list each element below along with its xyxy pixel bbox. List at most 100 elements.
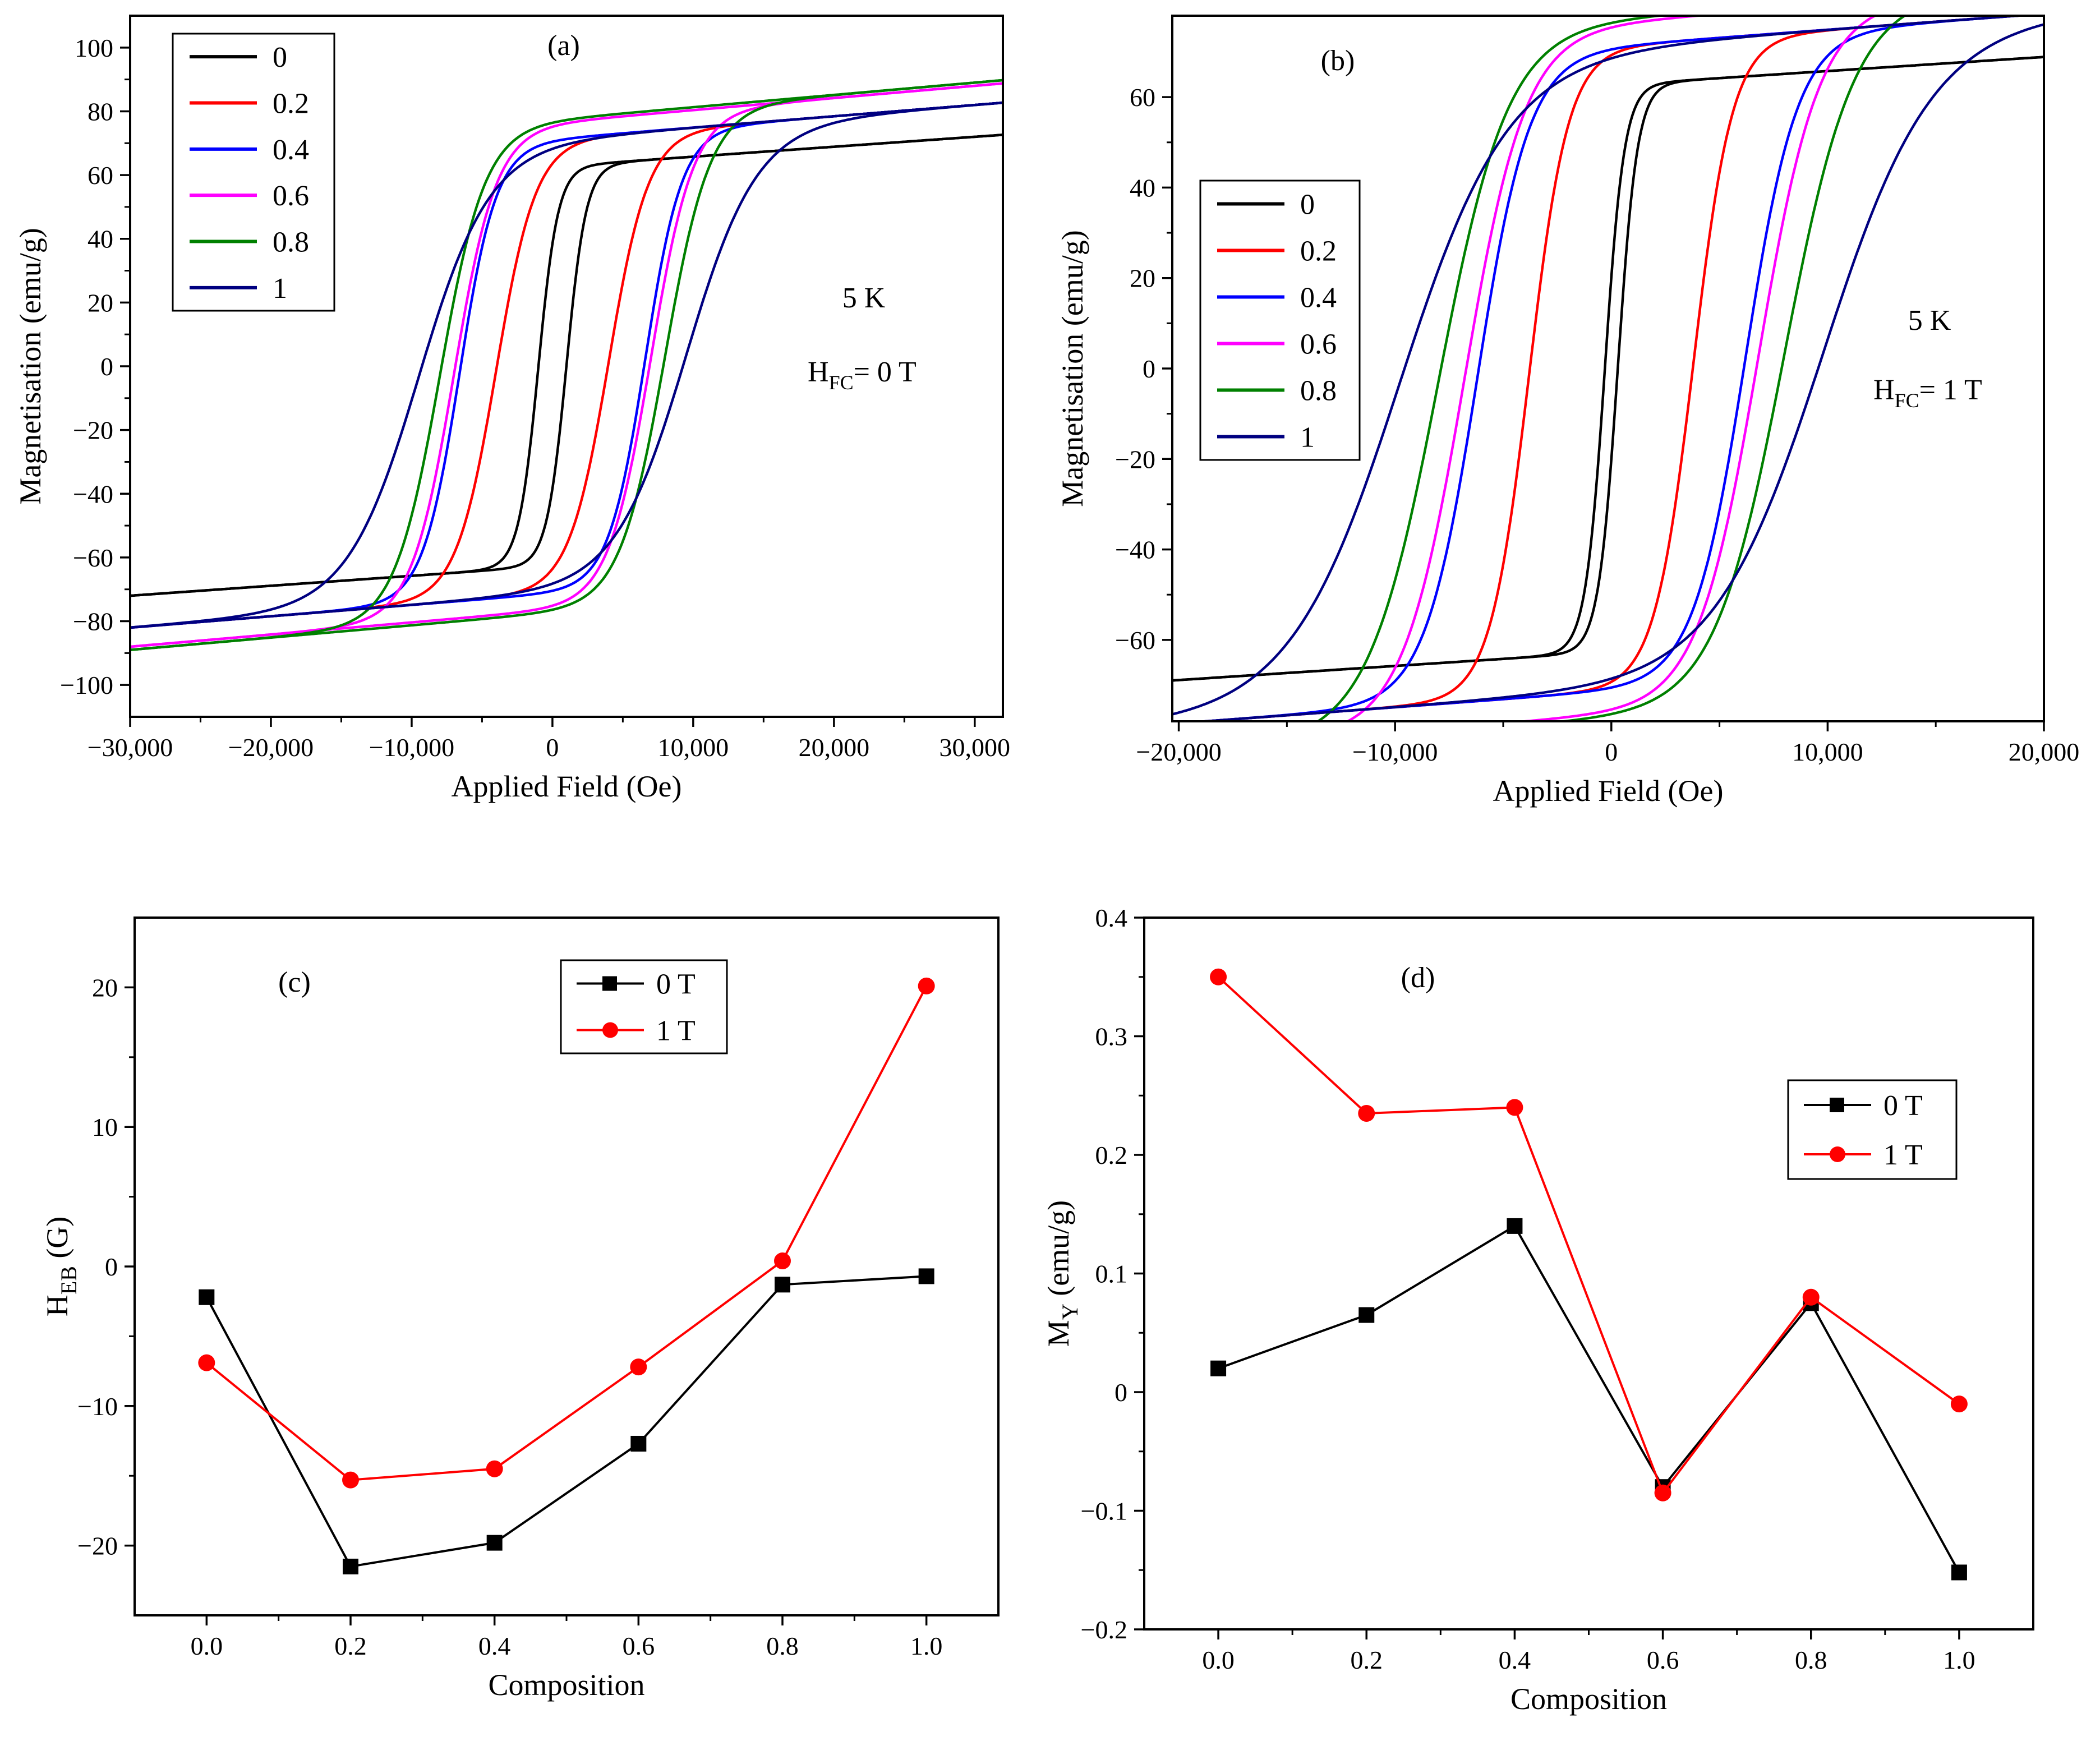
loop-ascending-b-0.6	[1511, 16, 1878, 721]
y-tick-label-d: −0.2	[1081, 1615, 1127, 1644]
legend-b: 0 0.2 0.4 0.6 0.8 1	[1199, 179, 1361, 461]
y-axis-label-d: MY (emu/g)	[1042, 1200, 1083, 1347]
x-tick-label-b: −20,000	[1136, 738, 1221, 766]
y-tick-label-a: −60	[73, 544, 113, 572]
legend-label-0.4: 0.4	[1300, 282, 1337, 314]
legend-label-0: 0	[273, 42, 287, 73]
data-point-square	[199, 1289, 215, 1305]
x-tick-label-b: −10,000	[1352, 738, 1438, 766]
series-line-c-1 T	[206, 985, 928, 1481]
data-point-square	[1507, 1218, 1523, 1234]
legend-box-c	[560, 959, 728, 1054]
y-axis-label-unit: (G)	[40, 1217, 74, 1266]
fc-sub: FC	[829, 371, 854, 394]
x-tick-label-d: 0.4	[1499, 1646, 1531, 1674]
y-tick-label-a: −20	[73, 416, 113, 445]
y-tick-label-c: −20	[77, 1532, 118, 1560]
legend-marker-square	[1830, 1098, 1844, 1112]
panel-label-a: (a)	[547, 30, 580, 62]
loop-ascending-a-1	[130, 101, 1003, 629]
field-cooling-annotation-b: HFC= 1 T	[1873, 374, 1982, 412]
y-axis-label-b: Magnetisation (emu/g)	[1056, 230, 1089, 506]
legend-label-0.6: 0.6	[1300, 329, 1337, 361]
y-tick-label-b: −40	[1115, 536, 1155, 564]
loop-descending-b-1	[1172, 16, 2034, 716]
loop-ascending-b-0.8	[1553, 16, 1907, 721]
y-tick-label-a: 60	[88, 161, 113, 190]
data-point-circle	[1358, 1104, 1375, 1122]
x-tick-label-a: 10,000	[658, 733, 729, 762]
temperature-annotation-b: 5 K	[1908, 305, 1951, 337]
legend-c: 0 T1 T	[560, 959, 728, 1054]
legend-d: 0 T 1 T	[1787, 1079, 1958, 1180]
loop-descending-a-0	[130, 133, 1003, 597]
fc-sub: FC	[1895, 389, 1919, 412]
panel-d: 0.0 0.2 0.4 0.6 0.8 1.0 −0.2 −0.1 0 0.1 0.2 0.3 0.4 C…	[1042, 904, 2034, 1716]
panel-c: 0.0 0.2 0.4 0.6 0.8 1.0 −20 −10 0 10 20 Composition…	[40, 916, 1000, 1702]
x-tick-label-c: 1.0	[910, 1632, 943, 1660]
y-tick-label-d: 0.4	[1095, 904, 1128, 932]
curves-a	[130, 79, 1003, 651]
y-tick-label-b: −20	[1115, 445, 1155, 473]
panel-label-c: (c)	[278, 966, 311, 998]
y-tick-label-b: 60	[1130, 83, 1155, 112]
y-axis-label-a: Magnetisation (emu/g)	[13, 228, 47, 504]
x-tick-label-a: 20,000	[799, 733, 870, 762]
data-point-square	[1951, 1564, 1967, 1581]
data-point-square	[630, 1435, 647, 1452]
panel-a: −30,000 −20,000 −10,000 0 10,000 20,000 30,000…	[13, 15, 1010, 803]
loop-descending-a-1	[130, 101, 1003, 629]
panel-label-d: (d)	[1401, 962, 1435, 994]
data-point-circle	[1210, 968, 1227, 985]
legend-label-0.8: 0.8	[273, 227, 309, 259]
x-axis-label-c: Composition	[488, 1668, 644, 1702]
plot-frame-d	[1143, 916, 2034, 1631]
loop-descending-b-0	[1172, 56, 2044, 682]
y-tick-label-c: 0	[105, 1252, 118, 1281]
y-axis-label-c: HEB (G)	[40, 1217, 81, 1317]
panel-b: −20,000 −10,000 0 10,000 20,000 −60 −40 −20 0 20 4…	[1056, 15, 2080, 808]
legend-label-0.4: 0.4	[273, 134, 309, 166]
data-point-circle	[630, 1358, 647, 1376]
data-point-square	[1210, 1360, 1227, 1376]
y-tick-label-a: 40	[88, 225, 113, 254]
y-tick-label-d: 0.1	[1095, 1260, 1128, 1288]
data-point-circle	[1506, 1099, 1523, 1116]
legend-label-1 T: 1 T	[656, 1015, 696, 1047]
y-tick-label-a: 100	[75, 34, 113, 62]
legend-label-1: 1	[1300, 422, 1315, 454]
y-tick-label-d: 0	[1115, 1378, 1127, 1407]
y-axis-label-sub: EB	[56, 1266, 81, 1295]
y-tick-label-d: −0.1	[1081, 1497, 1127, 1526]
legend-label-0.2: 0.2	[273, 88, 309, 120]
legend-label-0 T: 0 T	[1883, 1090, 1923, 1122]
data-point-circle	[342, 1471, 359, 1489]
x-axis-label-b: Applied Field (Oe)	[1493, 774, 1724, 808]
y-tick-label-a: −100	[60, 671, 113, 699]
y-tick-label-a: −40	[73, 480, 113, 508]
data-point-circle	[1654, 1484, 1671, 1502]
x-tick-label-c: 0.2	[334, 1632, 367, 1660]
x-tick-label-a: −10,000	[369, 733, 454, 762]
data-point-circle	[1802, 1288, 1820, 1306]
loop-descending-b-0.6	[1345, 16, 1712, 721]
x-tick-label-a: −20,000	[228, 733, 314, 762]
x-tick-label-c: 0.8	[766, 1632, 799, 1660]
series-line-d-0 T	[1218, 1224, 1960, 1573]
legend-label-0.2: 0.2	[1300, 236, 1337, 268]
loop-ascending-b-1	[1189, 23, 2044, 721]
curves-b	[1172, 16, 2044, 721]
x-tick-label-c: 0.4	[478, 1632, 511, 1660]
legend-label-1: 1	[273, 273, 287, 305]
y-tick-label-b: 20	[1130, 264, 1155, 293]
x-tick-label-b: 20,000	[2009, 738, 2080, 766]
data-point-square	[343, 1558, 358, 1574]
x-axis-label-a: Applied Field (Oe)	[452, 770, 682, 803]
y-tick-label-a: 0	[100, 352, 113, 381]
legend-label-1 T: 1 T	[1883, 1139, 1923, 1171]
legend-marker-circle	[1830, 1146, 1845, 1162]
x-tick-label-c: 0.0	[191, 1632, 223, 1660]
x-tick-label-d: 1.0	[1943, 1646, 1975, 1674]
fc-value: = 0 T	[854, 356, 917, 388]
y-axis-label-unit: (emu/g)	[1042, 1200, 1075, 1304]
